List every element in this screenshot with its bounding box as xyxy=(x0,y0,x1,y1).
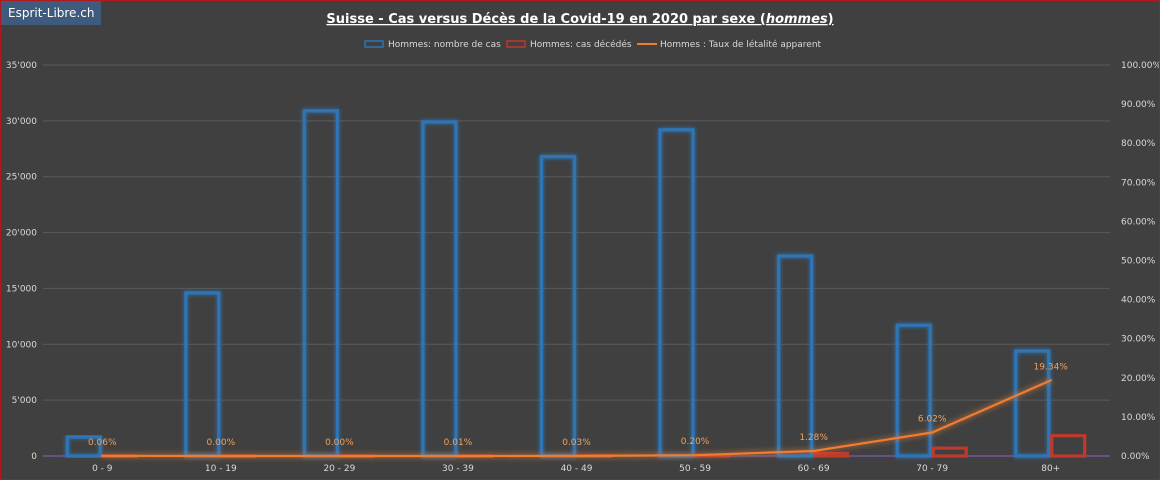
bar-cases xyxy=(777,254,814,458)
bar-cases xyxy=(184,291,221,458)
y-left-tick-label: 30'000 xyxy=(6,117,37,127)
fatality-rate-data-label: 0.00% xyxy=(325,438,354,448)
bar-cases xyxy=(539,155,577,458)
y-left-tick-label: 20'000 xyxy=(6,229,37,239)
legend-label: Hommes: cas décédés xyxy=(530,39,632,50)
y-right-tick-label: 10.00% xyxy=(1121,413,1156,423)
fatality-rate-data-label: 0.01% xyxy=(444,438,473,448)
y-right-tick-label: 60.00% xyxy=(1121,217,1156,227)
bar-cases xyxy=(1014,349,1051,458)
fatality-rate-point xyxy=(693,454,697,457)
legend-label: Hommes: nombre de cas xyxy=(388,40,501,50)
fatality-rate-data-label: 0.20% xyxy=(681,437,710,447)
bar-cases xyxy=(658,128,695,458)
x-tick-label: 80+ xyxy=(1041,464,1060,474)
x-tick-label: 70 - 79 xyxy=(916,464,948,474)
bar-cases xyxy=(302,109,339,458)
bar-cases xyxy=(421,120,458,458)
x-tick-label: 40 - 49 xyxy=(561,464,593,474)
bar-deaths xyxy=(813,451,850,458)
fatality-rate-data-label: 19.34% xyxy=(1034,362,1069,372)
x-tick-label: 10 - 19 xyxy=(205,464,237,474)
y-right-tick-label: 70.00% xyxy=(1121,178,1156,188)
chart-title: Suisse - Cas versus Décès de la Covid-19… xyxy=(326,12,833,27)
fatality-rate-point xyxy=(219,454,223,458)
bar-deaths xyxy=(1050,434,1087,458)
fatality-rate-data-label: 0.03% xyxy=(562,438,591,448)
chart-axes: 0 5'000 10'000 15'000 20'000 25'000 30'000 35'0… xyxy=(6,61,1159,474)
x-tick-label: 0 - 9 xyxy=(92,464,113,474)
y-right-tick-label: 80.00% xyxy=(1121,139,1156,149)
chart-legend: Hommes: nombre de cas Hommes: cas décédés… xyxy=(364,39,822,50)
y-right-tick-label: 100.00% xyxy=(1121,61,1159,71)
y-right-tick-label: 40.00% xyxy=(1121,296,1156,306)
fatality-rate-data-label: 6.02% xyxy=(918,414,947,424)
y-left-tick-label: 15'000 xyxy=(6,284,37,294)
chart-title-emphasis: hommes xyxy=(766,12,828,27)
fatality-rate-point xyxy=(101,454,104,457)
y-right-tick-label: 90.00% xyxy=(1121,100,1156,110)
chart-title-main: Suisse - Cas versus Décès de la Covid-19… xyxy=(326,12,765,27)
bar-deaths xyxy=(931,446,968,458)
chart-gridlines xyxy=(43,64,1110,401)
fatality-rate-point xyxy=(930,431,934,434)
y-right-tick-label: 20.00% xyxy=(1121,374,1156,384)
x-tick-label: 20 - 29 xyxy=(323,464,355,474)
fatality-rate-data-label: 0.00% xyxy=(207,438,236,448)
y-left-tick-label: 0 xyxy=(31,452,37,462)
fatality-rate-point xyxy=(1049,379,1052,382)
chart-data-labels: 0.06% 0.00% 0.00% 0.01% 0.03% 0.20% 1.28% 6.02%… xyxy=(88,362,1068,448)
y-right-tick-label: 30.00% xyxy=(1121,335,1156,345)
fatality-rate-point xyxy=(575,454,578,458)
y-left-tick-label: 35'000 xyxy=(6,61,37,71)
y-left-tick-label: 25'000 xyxy=(6,173,37,183)
x-tick-label: 60 - 69 xyxy=(798,464,830,474)
chart-line xyxy=(101,379,1052,458)
fatality-rate-data-label: 0.06% xyxy=(88,438,117,448)
chart-title-suffix: ) xyxy=(828,12,834,27)
fatality-rate-point xyxy=(456,454,460,458)
legend-label: Hommes : Taux de létalité apparent xyxy=(660,39,822,50)
fatality-rate-point xyxy=(338,454,341,458)
x-tick-label: 50 - 59 xyxy=(679,464,711,474)
legend-swatch xyxy=(364,40,384,48)
x-tick-label: 30 - 39 xyxy=(442,464,474,474)
y-right-tick-label: 50.00% xyxy=(1121,257,1156,267)
y-right-tick-label: 0.00% xyxy=(1121,452,1150,462)
bar-cases xyxy=(65,435,102,458)
y-left-tick-label: 5'000 xyxy=(12,396,38,406)
y-left-tick-label: 10'000 xyxy=(6,340,37,350)
fatality-rate-point xyxy=(812,449,815,453)
bar-cases xyxy=(895,323,932,458)
fatality-rate-data-label: 1.28% xyxy=(799,433,828,443)
chart-bars xyxy=(65,109,1087,459)
legend-swatch xyxy=(506,40,526,48)
site-brand-badge: Esprit-Libre.ch xyxy=(1,1,102,25)
